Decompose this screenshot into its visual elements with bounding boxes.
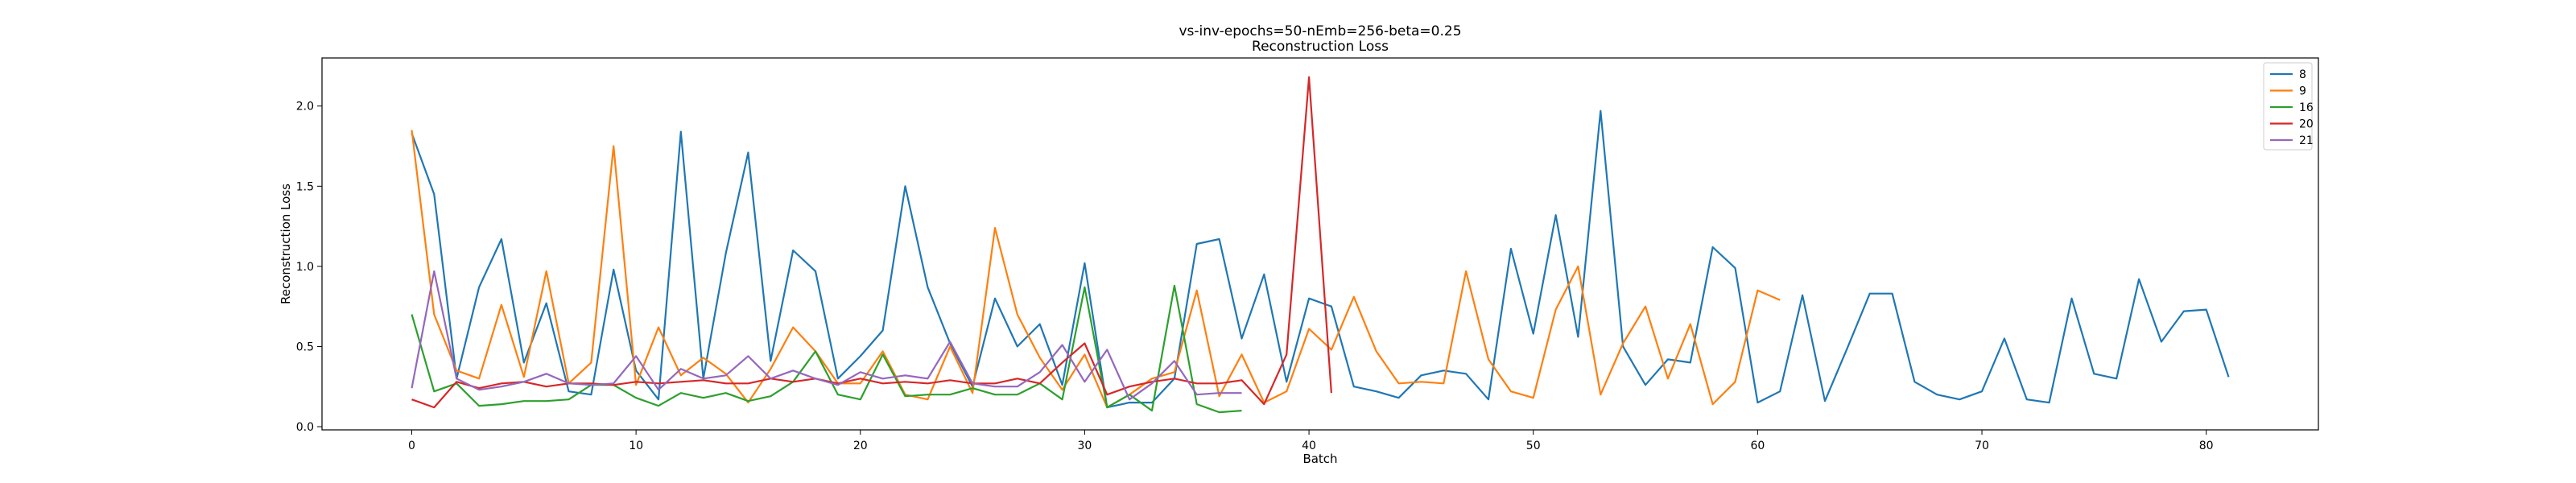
y-tick-label: 0.5 — [296, 341, 314, 353]
legend-label-20: 20 — [2299, 118, 2314, 131]
x-tick-label: 10 — [629, 440, 643, 452]
y-axis-label: Reconstruction Loss — [279, 184, 293, 304]
legend: 8 9 16 20 21 — [2263, 62, 2314, 151]
x-axis-ticks: 0 10 20 30 40 50 60 70 80 — [408, 430, 2214, 452]
x-tick-label: 80 — [2199, 440, 2214, 452]
series-line-16 — [411, 284, 1242, 414]
x-tick-label: 30 — [1078, 440, 1092, 452]
legend-label-9: 9 — [2299, 85, 2306, 98]
x-tick-label: 20 — [853, 440, 868, 452]
series-line-8 — [411, 109, 2230, 409]
legend-label-8: 8 — [2299, 68, 2306, 81]
y-tick-label: 2.0 — [296, 101, 314, 114]
legend-label-16: 16 — [2299, 101, 2314, 114]
legend-label-21: 21 — [2299, 134, 2314, 147]
x-tick-label: 50 — [1526, 440, 1541, 452]
y-tick-label: 1.5 — [296, 180, 314, 193]
series-line-21 — [411, 270, 1242, 401]
y-tick-label: 0.0 — [296, 421, 314, 434]
y-tick-label: 1.0 — [296, 261, 314, 274]
x-tick-label: 70 — [1975, 440, 1989, 452]
y-axis-ticks: 0.0 0.5 1.0 1.5 2.0 — [296, 101, 322, 434]
series-line-20 — [411, 76, 1332, 409]
x-tick-label: 0 — [408, 440, 415, 452]
chart-subtitle: Reconstruction Loss — [1252, 39, 1389, 55]
plot-frame — [321, 57, 2319, 431]
x-axis-label: Batch — [1302, 452, 1337, 466]
series-line-9 — [411, 130, 1781, 409]
x-tick-label: 60 — [1750, 440, 1765, 452]
series-layer — [411, 76, 2230, 414]
x-tick-label: 40 — [1302, 440, 1316, 452]
chart-title: vs-inv-epochs=50-nEmb=256-beta=0.25 — [1179, 23, 1461, 39]
plot-area — [321, 57, 2319, 431]
